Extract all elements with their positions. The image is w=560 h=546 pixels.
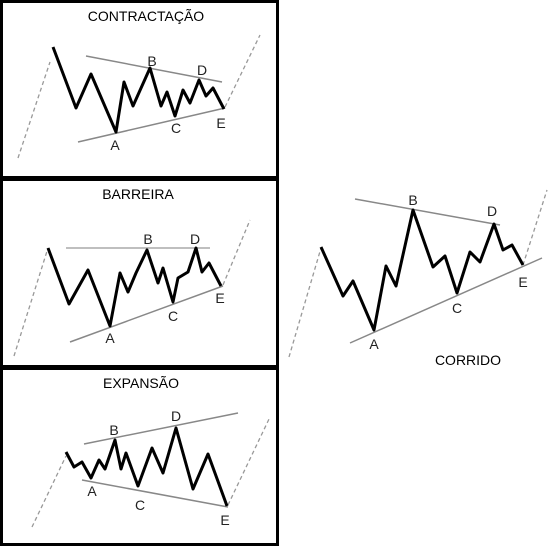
- lower-trendline: [77, 107, 226, 143]
- panel-running: A B C D E CORRIDO: [288, 189, 548, 368]
- running-wave: [319, 208, 525, 332]
- lead-in-dashed-line: [288, 247, 322, 358]
- panel-barrier-frame: [0, 178, 279, 368]
- panel-barrier: BARREIRA A B C D E: [0, 178, 279, 368]
- point-d-label: D: [171, 408, 181, 424]
- point-d-label: D: [487, 203, 497, 219]
- point-c-label: C: [171, 120, 181, 136]
- panel-running-title: CORRIDO: [435, 352, 501, 368]
- panel-barrier-title: BARREIRA: [102, 186, 174, 202]
- barrier-wave: [46, 246, 223, 328]
- breakout-dashed-line: [224, 34, 261, 108]
- point-a-label: A: [110, 137, 120, 153]
- point-a-label: A: [369, 336, 379, 352]
- lower-trendline: [81, 479, 229, 508]
- upper-trendline: [85, 55, 223, 83]
- point-b-label: B: [408, 192, 417, 208]
- lower-trendline: [349, 257, 543, 344]
- point-e-label: E: [220, 512, 229, 528]
- panel-expansion-title: EXPANSÃO: [103, 375, 179, 391]
- upper-trendline: [83, 412, 239, 445]
- point-c-label: C: [168, 308, 178, 324]
- point-c-label: C: [135, 497, 145, 513]
- point-e-label: E: [518, 274, 527, 290]
- panel-expansion-frame: [0, 367, 279, 546]
- panel-contraction: CONTRACTAÇÃO A B C D E: [0, 0, 279, 179]
- upper-trendline: [354, 198, 501, 226]
- point-b-label: B: [109, 422, 118, 438]
- breakout-dashed-line: [522, 189, 548, 266]
- point-a-label: A: [105, 330, 115, 346]
- lead-in-dashed-line: [13, 247, 49, 357]
- expansion-wave: [64, 426, 229, 507]
- point-b-label: B: [143, 231, 152, 247]
- contraction-wave: [51, 46, 226, 134]
- point-c-label: C: [452, 300, 462, 316]
- point-e-label: E: [215, 290, 224, 306]
- point-a-label: A: [87, 483, 97, 499]
- panel-contraction-title: CONTRACTAÇÃO: [88, 8, 205, 24]
- point-e-label: E: [216, 115, 225, 131]
- lower-trendline: [69, 285, 224, 343]
- lead-in-dashed-line: [31, 455, 67, 528]
- breakout-dashed-line: [222, 219, 251, 286]
- point-d-label: D: [190, 231, 200, 247]
- lead-in-dashed-line: [17, 61, 51, 159]
- panel-expansion: EXPANSÃO A B C D E: [0, 367, 279, 546]
- breakout-dashed-line: [227, 416, 271, 506]
- point-d-label: D: [197, 62, 207, 78]
- point-b-label: B: [147, 53, 156, 69]
